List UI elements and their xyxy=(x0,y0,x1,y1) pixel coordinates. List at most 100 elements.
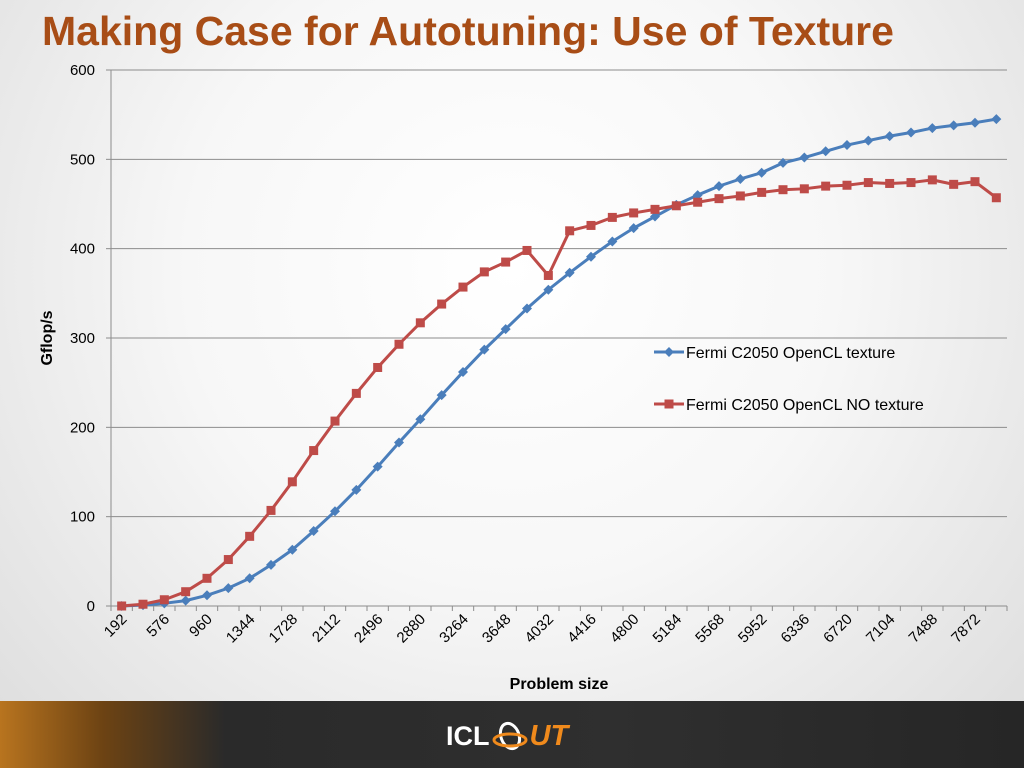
data-point xyxy=(202,590,212,601)
legend-label: Fermi C2050 OpenCL texture xyxy=(686,345,895,362)
data-point xyxy=(309,446,319,456)
data-point xyxy=(479,267,489,277)
data-point xyxy=(351,484,362,495)
data-point xyxy=(821,181,831,191)
legend-marker xyxy=(664,347,674,357)
data-point xyxy=(650,204,660,214)
data-point xyxy=(394,437,404,448)
data-point xyxy=(565,226,575,236)
y-axis-label: Gflop/s xyxy=(39,310,56,365)
data-point xyxy=(927,123,938,134)
y-tick-label: 200 xyxy=(70,419,95,436)
gridlines xyxy=(111,69,1007,518)
x-tick-label: 192 xyxy=(101,611,131,641)
data-point xyxy=(458,282,468,292)
x-tick-label: 5184 xyxy=(650,611,686,647)
data-point xyxy=(949,179,959,189)
data-point xyxy=(159,595,169,605)
data-point xyxy=(714,194,724,204)
data-point xyxy=(970,177,980,187)
y-tick-label: 500 xyxy=(70,151,95,168)
data-point xyxy=(693,197,703,207)
legend: Fermi C2050 OpenCL texture Fermi C2050 Op… xyxy=(654,345,924,414)
line-chart: 0 100 200 300 400 500 600 192 576 960 1344 1728 2112… xyxy=(39,62,1008,693)
data-point xyxy=(394,339,404,349)
data-point xyxy=(863,178,873,188)
data-point xyxy=(756,167,767,178)
data-point xyxy=(372,461,383,472)
data-point xyxy=(778,157,788,168)
data-point xyxy=(330,416,340,426)
x-tick-label: 4416 xyxy=(564,611,600,647)
x-tick-label: 3648 xyxy=(479,611,515,647)
data-point xyxy=(501,257,511,267)
data-point xyxy=(543,270,553,280)
data-point xyxy=(500,324,511,335)
x-tick-label: 4032 xyxy=(522,611,558,647)
data-point xyxy=(543,284,554,295)
data-point xyxy=(629,208,639,218)
data-point xyxy=(927,175,937,185)
x-tick-label: 4800 xyxy=(607,611,643,647)
data-point xyxy=(991,114,1002,125)
data-point xyxy=(223,555,233,565)
y-tick-label: 400 xyxy=(70,241,95,258)
data-point xyxy=(650,211,660,222)
data-point xyxy=(906,127,916,138)
data-point xyxy=(991,193,1001,203)
x-tick-label: 3264 xyxy=(436,611,472,647)
x-tick-label: 960 xyxy=(186,611,216,641)
data-point xyxy=(479,344,490,355)
y-tick-label: 600 xyxy=(70,62,95,79)
data-point xyxy=(223,583,234,594)
data-point xyxy=(458,366,468,377)
data-point xyxy=(117,601,127,611)
data-point xyxy=(906,178,916,188)
data-point xyxy=(948,120,959,131)
legend-label: Fermi C2050 OpenCL NO texture xyxy=(686,397,924,414)
data-point xyxy=(586,220,596,230)
data-point xyxy=(970,117,980,128)
x-tick-label: 2112 xyxy=(309,611,344,646)
data-point xyxy=(181,587,191,597)
data-point xyxy=(799,184,809,194)
data-point xyxy=(757,187,767,197)
data-point xyxy=(586,251,596,262)
data-point xyxy=(415,414,426,425)
data-point xyxy=(266,559,276,570)
series-line xyxy=(121,178,998,608)
x-tick-label: 7872 xyxy=(948,611,984,647)
data-point xyxy=(436,390,447,401)
data-point xyxy=(330,506,340,517)
data-point xyxy=(884,131,895,142)
data-point xyxy=(628,223,639,234)
x-tick-label: 7488 xyxy=(906,611,942,647)
slide-title: Making Case for Autotuning: Use of Textu… xyxy=(42,8,894,54)
data-point xyxy=(266,505,276,515)
logo-icl-text: ICL xyxy=(446,720,490,751)
x-tick-label: 6720 xyxy=(820,611,856,647)
data-point xyxy=(287,544,298,555)
logo-ut-text: UT xyxy=(529,719,569,752)
x-axis-label: Problem size xyxy=(510,676,609,693)
x-tick-label: 2496 xyxy=(351,611,387,647)
data-point xyxy=(308,525,319,536)
data-point xyxy=(778,185,788,195)
data-point xyxy=(437,299,447,309)
x-tick-label: 576 xyxy=(143,611,173,641)
legend-marker xyxy=(664,399,674,409)
x-tick-label: 2880 xyxy=(394,611,430,647)
y-tick-label: 100 xyxy=(70,509,95,526)
data-point xyxy=(842,180,852,190)
data-point xyxy=(799,152,810,163)
data-point xyxy=(607,236,618,247)
data-point xyxy=(202,573,212,583)
data-point xyxy=(180,595,191,606)
data-point xyxy=(351,388,361,398)
data-point xyxy=(885,178,895,188)
data-point xyxy=(863,135,874,146)
data-point xyxy=(138,599,148,609)
data-point xyxy=(373,362,383,372)
data-point xyxy=(714,181,724,192)
data-point xyxy=(842,140,852,151)
